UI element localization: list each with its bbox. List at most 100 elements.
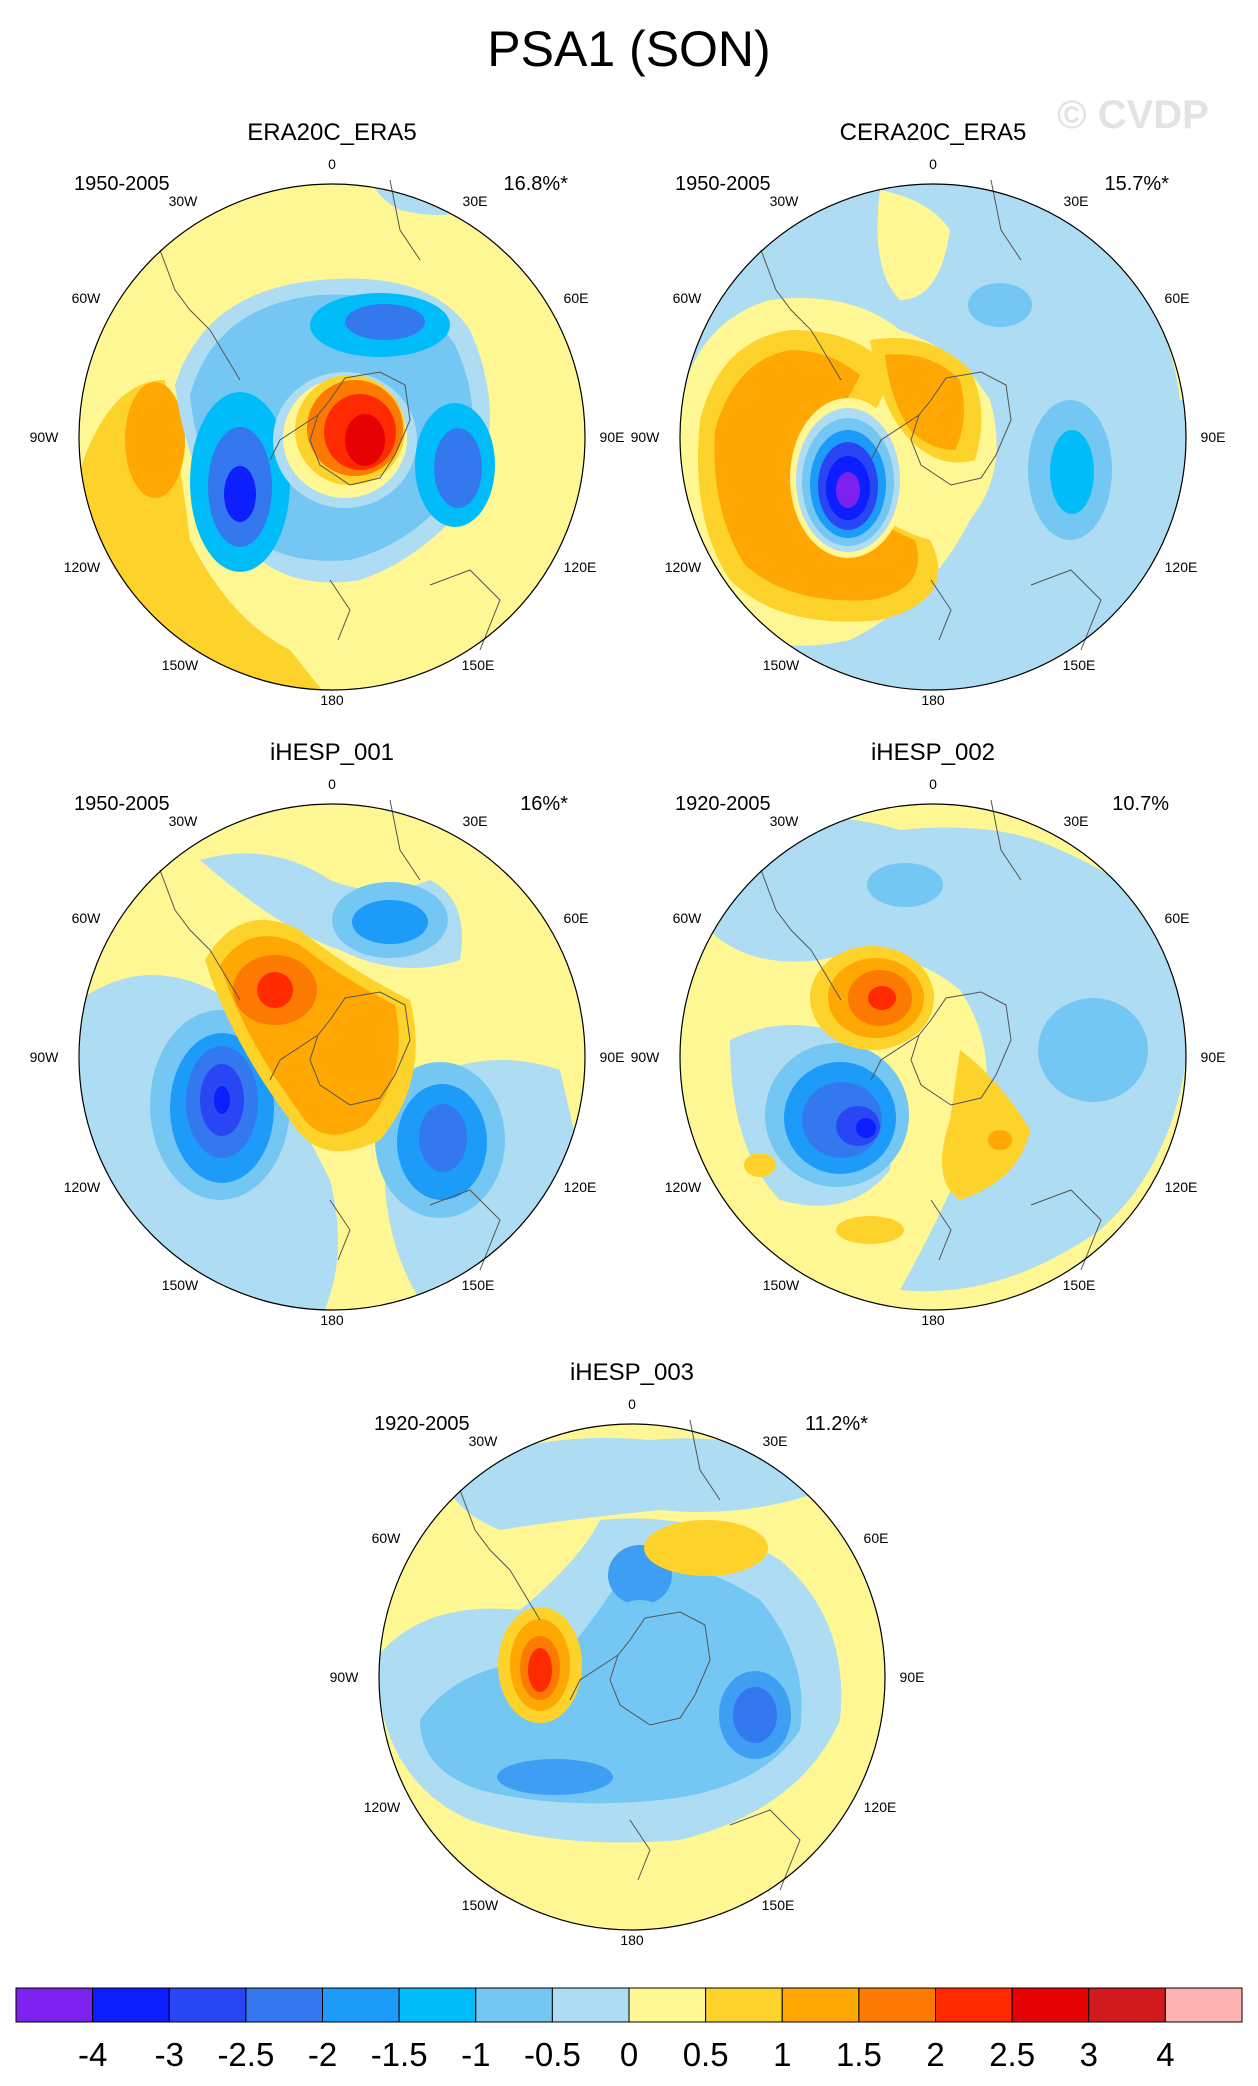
colorbar-box <box>398 1987 477 2023</box>
map-frame <box>679 803 1187 1311</box>
colorbar-label: 4 <box>1156 2036 1174 2073</box>
positive-anomaly-east-arm <box>942 1050 1030 1200</box>
colorbar-box <box>935 1987 1013 2023</box>
colorbar-boxes <box>15 1987 1243 2023</box>
map-field <box>79 804 585 1310</box>
longitude-labels: 0 30E 60E 90E 120E 150E 180 150W 120W 90… <box>30 776 625 1328</box>
watermark: © CVDP <box>1057 93 1209 137</box>
coastline-new-zealand <box>329 579 351 641</box>
lon-label-30e: 30E <box>463 193 488 209</box>
lon-label-120w: 120W <box>665 559 702 575</box>
lon-label-90w: 90W <box>631 1049 661 1065</box>
map-field <box>680 804 1186 1310</box>
lon-label-30w: 30W <box>770 813 800 829</box>
positive-anomaly-east-arm-core <box>988 1130 1012 1150</box>
map-field <box>379 1424 885 1930</box>
coastline-africa <box>990 799 1022 881</box>
coastline-peninsula <box>569 1654 619 1701</box>
coastline-antarctica <box>309 371 411 486</box>
coastline-africa <box>389 179 421 261</box>
lon-label-90e: 90E <box>900 1669 925 1685</box>
positive-patch-west <box>744 1153 776 1177</box>
lon-label-150w: 150W <box>763 657 800 673</box>
lon-label-150e: 150E <box>462 657 495 673</box>
colorbar-label: -1 <box>461 2036 490 2073</box>
negative-anomaly-east <box>1038 998 1148 1102</box>
coastline-south-america <box>760 869 842 1001</box>
coastline-africa <box>990 179 1022 261</box>
coastline-south-america <box>459 1489 541 1621</box>
lon-label-60e: 60E <box>564 290 589 306</box>
panel-years: 1950-2005 <box>74 793 170 815</box>
coastline-antarctica <box>609 1611 711 1726</box>
lon-label-60e: 60E <box>1165 910 1190 926</box>
coastlines <box>159 179 501 651</box>
colorbar: -4 -3 -2.5 -2 -1.5 -1 -0.5 0 0.5 1 1.5 2 2.5 3 4 <box>15 1987 1243 2073</box>
map-field <box>680 184 1186 690</box>
colorbar-box <box>322 1987 400 2023</box>
negative-anomaly-west-core <box>214 1086 230 1114</box>
negative-anomaly-south <box>497 1759 613 1795</box>
colorbar-box <box>92 1987 170 2023</box>
figure-title: PSA1 (SON) <box>487 21 770 77</box>
lon-label-90e: 90E <box>1201 429 1226 445</box>
lon-label-60w: 60W <box>673 910 703 926</box>
lon-label-90w: 90W <box>330 1669 360 1685</box>
colorbar-label: 0.5 <box>683 2036 729 2073</box>
positive-patch-south <box>836 1216 904 1244</box>
lon-label-60w: 60W <box>72 290 102 306</box>
panel-years: 1920-2005 <box>374 1413 470 1435</box>
lon-label-60w: 60W <box>372 1530 402 1546</box>
coastline-new-zealand <box>930 1199 952 1261</box>
coastline-africa <box>689 1419 721 1501</box>
coastlines <box>159 799 501 1271</box>
colorbar-label: -1.5 <box>371 2036 428 2073</box>
coastline-new-zealand <box>930 579 952 641</box>
map-panel-ihesp-003: iHESP_003 1920-2005 11.2%* <box>330 1359 925 1948</box>
map-frame <box>679 183 1187 691</box>
panel-title: iHESP_001 <box>270 739 394 766</box>
coastline-peninsula <box>269 414 319 461</box>
negative-anomaly-east-core <box>733 1687 777 1743</box>
negative-anomaly-core <box>836 472 860 508</box>
lon-label-90e: 90E <box>1201 1049 1226 1065</box>
positive-anomaly-antarctica-core <box>885 354 964 450</box>
map-field <box>79 184 585 690</box>
negative-anomaly-north <box>867 863 943 907</box>
lon-label-90w: 90W <box>30 1049 60 1065</box>
colorbar-box <box>858 1987 937 2023</box>
longitude-labels: 0 30E 60E 90E 120E 150E 180 150W 120W 90… <box>631 776 1226 1328</box>
panel-variance: 15.7%* <box>1105 173 1170 195</box>
lon-label-30w: 30W <box>169 813 199 829</box>
colorbar-label: 3 <box>1080 2036 1098 2073</box>
positive-anomaly-core <box>257 972 293 1008</box>
lon-label-120w: 120W <box>665 1179 702 1195</box>
lon-label-120w: 120W <box>64 559 101 575</box>
negative-anomaly-east-core <box>1050 430 1094 514</box>
coastline-africa <box>389 799 421 881</box>
coastline-australia <box>429 1189 501 1271</box>
lon-label-60w: 60W <box>72 910 102 926</box>
colorbar-label: -0.5 <box>524 2036 581 2073</box>
coastlines <box>459 1419 801 1891</box>
negative-anomaly-core <box>856 1118 876 1138</box>
colorbar-label: 0 <box>620 2036 638 2073</box>
coastlines <box>760 179 1102 651</box>
negative-anomaly-broad <box>700 817 1186 1292</box>
lon-label-60e: 60E <box>564 910 589 926</box>
colorbar-labels: -4 -3 -2.5 -2 -1.5 -1 -0.5 0 0.5 1 1.5 2 2.5 3 4 <box>78 2036 1175 2073</box>
lon-label-30w: 30W <box>770 193 800 209</box>
lon-label-0: 0 <box>328 156 336 172</box>
lon-label-180: 180 <box>320 692 344 708</box>
lon-label-150w: 150W <box>462 1897 499 1913</box>
lon-label-150e: 150E <box>1063 1277 1096 1293</box>
lon-label-120e: 120E <box>1165 559 1198 575</box>
lon-label-90e: 90E <box>600 1049 625 1065</box>
coastlines <box>760 799 1102 1271</box>
positive-anomaly-north <box>644 1520 768 1576</box>
colorbar-box <box>475 1987 553 2023</box>
longitude-labels: 0 30E 60E 90E 120E 150E 180 150W 120W 90… <box>631 156 1226 708</box>
lon-label-150e: 150E <box>462 1277 495 1293</box>
colorbar-label: 1 <box>773 2036 791 2073</box>
